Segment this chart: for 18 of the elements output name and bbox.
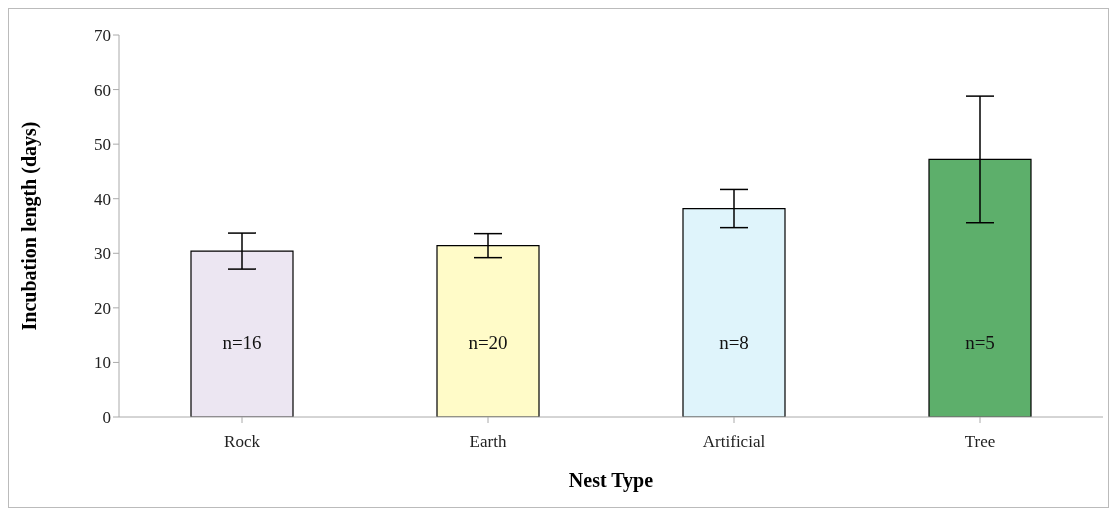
x-tick-label: Earth [469,432,507,452]
y-tick-label: 70 [94,26,111,46]
annotation: n=20 [468,331,508,353]
annotation: n=5 [965,331,995,353]
y-tick-label: 10 [94,353,111,373]
y-tick-label: 40 [94,189,111,209]
x-tick-label: Tree [964,432,996,452]
x-axis-title: Nest Type [568,469,654,492]
y-tick-label: 20 [94,298,111,318]
annotation: n=16 [222,331,262,353]
x-tick-label: Artificial [702,432,766,452]
y-axis-title: Incubation length (days) [18,121,42,331]
annotation: n=8 [719,331,749,353]
y-tick-label: 50 [94,135,111,155]
x-tick-label: Rock [224,432,261,452]
y-tick-label: 0 [102,408,111,428]
y-tick-label: 30 [94,244,111,264]
y-tick-label: 60 [94,80,111,100]
